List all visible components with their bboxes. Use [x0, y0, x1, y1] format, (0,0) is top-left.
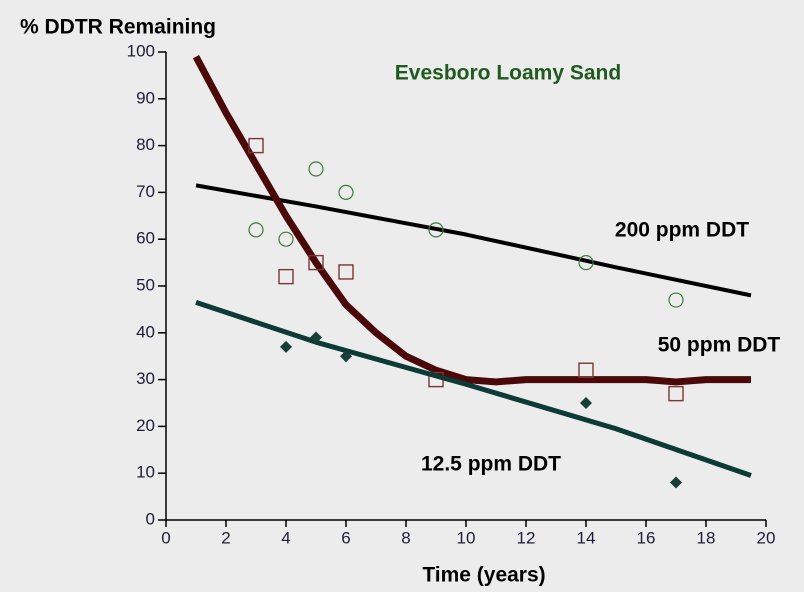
chart-title: Evesboro Loamy Sand: [395, 62, 621, 85]
marker: [670, 476, 682, 489]
x-tick-label: 4: [281, 528, 290, 547]
marker: [248, 137, 264, 154]
marker: [338, 264, 354, 280]
marker: [278, 231, 294, 247]
marker: [340, 350, 352, 363]
y-tick-label: 100: [127, 41, 155, 60]
x-tick-label: 14: [577, 528, 596, 547]
marker: [278, 268, 294, 285]
x-tick-label: 0: [161, 528, 170, 547]
y-tick-label: 70: [136, 182, 155, 201]
y-tick-label: 90: [136, 88, 155, 107]
y-tick-label: 60: [136, 229, 155, 248]
y-tick-label: 30: [136, 369, 155, 388]
marker: [668, 292, 684, 308]
marker: [308, 161, 324, 177]
marker: [280, 340, 292, 353]
marker: [308, 254, 324, 271]
marker: [428, 222, 444, 238]
y-axis-label: % DDTR Remaining: [20, 16, 216, 39]
marker: [580, 397, 592, 409]
x-tick-label: 10: [457, 528, 476, 547]
fit-line: [195, 300, 752, 478]
marker: [338, 184, 354, 200]
marker: [310, 331, 322, 344]
fit-line: [192, 55, 751, 386]
marker: [668, 385, 684, 402]
marker: [248, 222, 264, 238]
marker: [578, 362, 594, 378]
y-tick-label: 0: [146, 509, 155, 528]
y-tick-label: 50: [136, 275, 155, 294]
series-label: 50 ppm DDT: [658, 334, 781, 357]
x-axis-label: Time (years): [422, 564, 545, 587]
y-tick-label: 10: [136, 463, 155, 482]
x-tick-label: 20: [757, 528, 776, 547]
x-tick-label: 16: [637, 528, 656, 547]
y-tick-label: 20: [136, 416, 155, 435]
x-tick-label: 8: [401, 528, 410, 547]
y-tick-label: 80: [136, 135, 155, 154]
marker: [578, 255, 594, 271]
x-tick-label: 2: [221, 528, 230, 547]
x-tick-label: 12: [517, 528, 536, 547]
series-label: 200 ppm DDT: [615, 219, 749, 242]
x-tick-label: 18: [697, 528, 716, 547]
x-tick-label: 6: [341, 528, 350, 547]
y-tick-label: 40: [136, 322, 155, 341]
series-label: 12.5 ppm DDT: [421, 453, 561, 476]
